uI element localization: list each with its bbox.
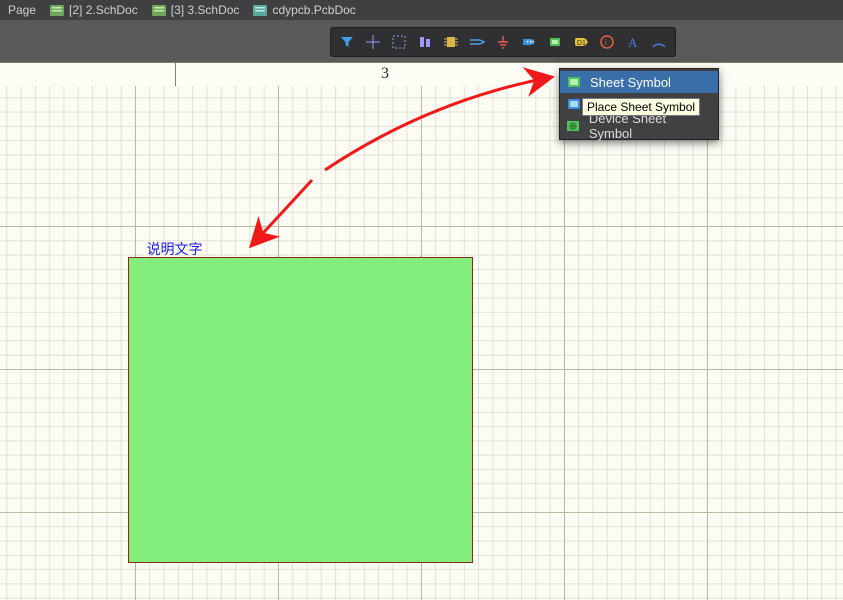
ground-button[interactable]: [491, 30, 515, 54]
schematic-doc-icon: [152, 5, 166, 16]
pcb-doc-icon: [253, 5, 267, 16]
tooltip-place-sheet-symbol: Place Sheet Symbol: [582, 98, 700, 116]
toolbar-strip: +H D1 i A: [0, 20, 843, 63]
sheet-green-icon: [566, 74, 582, 90]
ic-chip-button[interactable]: [439, 30, 463, 54]
tab-pcbdoc[interactable]: cdypcb.PcbDoc: [249, 0, 365, 20]
port-button[interactable]: [543, 30, 567, 54]
sheet-symbol-block[interactable]: [128, 257, 473, 563]
svg-text:A: A: [628, 35, 638, 50]
ruler-tick: [175, 63, 176, 87]
tab-page[interactable]: Page: [4, 0, 46, 20]
align-button[interactable]: [413, 30, 437, 54]
filter-button[interactable]: [335, 30, 359, 54]
menu-device-sheet-symbol[interactable]: Device Sheet Symbol: [560, 115, 718, 137]
place-toolbar: +H D1 i A: [330, 27, 676, 57]
svg-text:D1: D1: [577, 40, 586, 47]
crosshair-button[interactable]: [361, 30, 385, 54]
svg-text:+H: +H: [526, 40, 534, 46]
directive-button[interactable]: i: [595, 30, 619, 54]
schematic-doc-icon: [50, 5, 64, 16]
bus-button[interactable]: [465, 30, 489, 54]
sheet-blue-icon: [566, 96, 582, 112]
tab-label: cdypcb.PcbDoc: [272, 3, 355, 17]
tab-label: [3] 3.SchDoc: [171, 3, 240, 17]
tab-schdoc-2[interactable]: [2] 2.SchDoc: [46, 0, 148, 20]
menu-item-label: Sheet Symbol: [590, 75, 671, 90]
tab-label: [2] 2.SchDoc: [69, 3, 138, 17]
svg-text:i: i: [605, 38, 607, 47]
schematic-canvas[interactable]: 说明文字 子图文件名: [0, 86, 843, 600]
text-button[interactable]: A: [621, 30, 645, 54]
net-label-button[interactable]: D1: [569, 30, 593, 54]
select-box-button[interactable]: [387, 30, 411, 54]
device-sheet-icon: [566, 118, 581, 134]
tab-schdoc-3[interactable]: [3] 3.SchDoc: [148, 0, 250, 20]
menu-sheet-symbol[interactable]: Sheet Symbol: [560, 71, 718, 93]
document-tabbar: Page [2] 2.SchDoc [3] 3.SchDoc cdypcb.Pc…: [0, 0, 843, 21]
power-button[interactable]: +H: [517, 30, 541, 54]
ruler-label: 3: [381, 65, 389, 83]
tab-label: Page: [8, 3, 36, 17]
arc-button[interactable]: [647, 30, 671, 54]
